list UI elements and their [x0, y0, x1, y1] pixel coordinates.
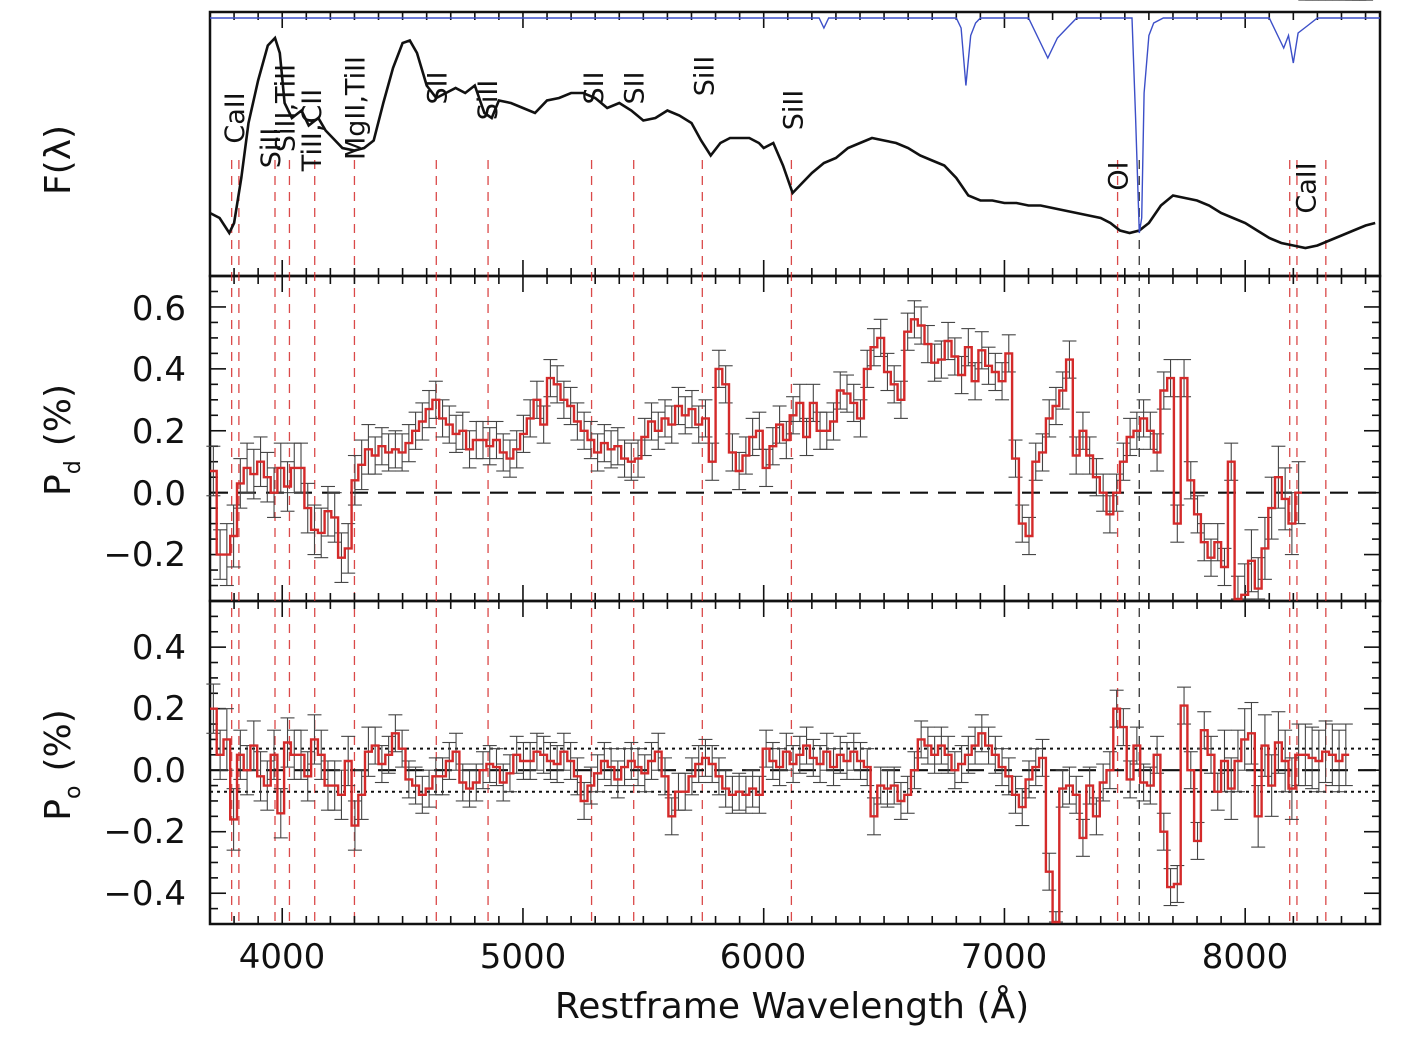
- pd-y-tick-label: 0.0: [132, 474, 186, 514]
- po-y-tick-label: −0.2: [103, 812, 186, 852]
- svg-text:Po(%): Po (%): [38, 709, 86, 820]
- line-id-label: CaII: [220, 92, 251, 143]
- pd-y-tick-labels: −0.2 0.0 0.2 0.4 0.6: [103, 289, 186, 575]
- po-y-axis-units: (%): [38, 709, 79, 771]
- po-y-axis-symbol: P: [38, 799, 79, 821]
- x-tick-labels: 4000 5000 6000 7000 8000: [239, 937, 1289, 977]
- x-tick-label: 8000: [1202, 937, 1289, 977]
- line-id-label: SII: [620, 71, 651, 104]
- pd-y-tick-label: 0.2: [132, 412, 186, 452]
- line-id-label: TiII,CII: [297, 89, 328, 172]
- line-id-label: OI: [1104, 161, 1135, 190]
- line-id-label: SII: [422, 71, 453, 104]
- po-y-tick-labels: −0.4 −0.2 0.0 0.2 0.4: [103, 628, 186, 914]
- po-panel-frame: [208, 599, 1382, 926]
- line-id-label: SiII: [256, 128, 287, 169]
- flux-spectrum-line: [209, 35, 1376, 250]
- line-id-label: SiII: [779, 90, 810, 131]
- flux-y-axis-title: F(λ): [38, 125, 79, 195]
- x-tick-label: 6000: [720, 937, 807, 977]
- pd-y-tick-label: 0.6: [132, 289, 186, 329]
- Pd-step-line: [210, 318, 1302, 601]
- po-y-axis-subscript: o: [61, 786, 86, 799]
- axis-ticks: [210, 12, 1380, 924]
- Po-step-line: [210, 704, 1350, 924]
- line-id-label: CaII: [1291, 162, 1322, 213]
- pd-y-axis-units: (%): [38, 384, 79, 446]
- vertical-line-markers: [231, 160, 1327, 924]
- line-id-label: SiII,TiII: [271, 64, 302, 152]
- telluric-spectrum-line: [210, 17, 1380, 234]
- po-y-tick-label: 0.4: [132, 628, 186, 668]
- pd-y-tick-label: −0.2: [103, 535, 186, 575]
- x-tick-label: 5000: [480, 937, 567, 977]
- line-id-label: MgII,TiII: [340, 56, 371, 160]
- svg-text:Pd(%): Pd (%): [38, 384, 86, 496]
- line-id-label: SiII: [690, 56, 721, 97]
- pd-y-axis-title: Pd (%): [38, 384, 86, 496]
- x-axis-title: Restframe Wavelength (Å): [555, 984, 1029, 1027]
- data-series: [206, 0, 1380, 924]
- x-tick-label: 7000: [961, 937, 1048, 977]
- pd-y-axis-subscript: d: [61, 460, 86, 474]
- po-y-tick-label: 0.0: [132, 751, 186, 791]
- flux-panel-frame: [208, 10, 1382, 278]
- pd-y-tick-label: 0.4: [132, 350, 186, 390]
- po-y-tick-label: −0.4: [103, 874, 186, 914]
- po-y-axis-title: Po (%): [38, 709, 86, 820]
- line-id-label: SII: [579, 71, 610, 104]
- x-tick-label: 4000: [239, 937, 326, 977]
- pd-y-axis-symbol: P: [38, 474, 79, 496]
- line-id-label: SiII: [473, 80, 504, 121]
- po-y-tick-label: 0.2: [132, 689, 186, 729]
- reference-lines: [210, 491, 1380, 793]
